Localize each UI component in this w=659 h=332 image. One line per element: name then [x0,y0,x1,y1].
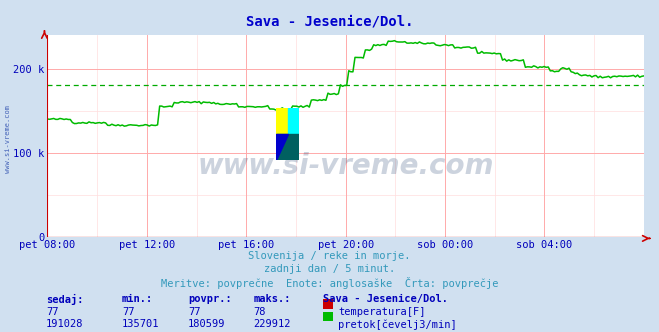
Bar [277,134,299,160]
Bar [277,108,299,134]
Text: www.si-vreme.com: www.si-vreme.com [5,106,11,173]
Text: 77: 77 [122,307,134,317]
Text: min.:: min.: [122,294,153,304]
Polygon shape [277,134,288,160]
Text: Sava - Jesenice/Dol.: Sava - Jesenice/Dol. [246,15,413,29]
Text: 135701: 135701 [122,319,159,329]
Text: pretok[čevelj3/min]: pretok[čevelj3/min] [338,319,457,330]
Text: 229912: 229912 [254,319,291,329]
Text: Meritve: povprečne  Enote: anglosaške  Črta: povprečje: Meritve: povprečne Enote: anglosaške Črt… [161,277,498,289]
Text: Slovenija / reke in morje.: Slovenija / reke in morje. [248,251,411,261]
Text: sedaj:: sedaj: [46,294,84,305]
Text: maks.:: maks.: [254,294,291,304]
Text: 77: 77 [46,307,59,317]
Text: www.si-vreme.com: www.si-vreme.com [198,152,494,181]
Text: 77: 77 [188,307,200,317]
Text: povpr.:: povpr.: [188,294,231,304]
Polygon shape [277,134,299,160]
Text: 180599: 180599 [188,319,225,329]
Bar [288,108,299,134]
Text: Sava - Jesenice/Dol.: Sava - Jesenice/Dol. [323,294,448,304]
Text: 78: 78 [254,307,266,317]
Text: zadnji dan / 5 minut.: zadnji dan / 5 minut. [264,264,395,274]
Text: temperatura[F]: temperatura[F] [338,307,426,317]
Text: 191028: 191028 [46,319,84,329]
